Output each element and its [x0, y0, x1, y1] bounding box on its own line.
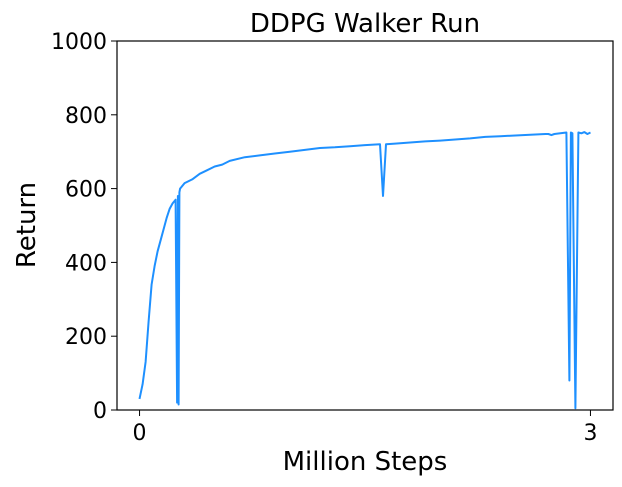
y-tick-label: 800	[65, 104, 107, 129]
series-layer	[138, 131, 591, 410]
y-tick-label: 600	[65, 178, 107, 203]
series-line	[138, 131, 591, 410]
chart-title: DDPG Walker Run	[250, 9, 480, 39]
y-tick-label: 200	[65, 325, 107, 350]
y-axis-label: Return	[12, 182, 42, 268]
y-tick-label: 0	[93, 399, 107, 424]
x-tick-label: 0	[133, 421, 147, 446]
y-axis-ticks: 0 200 400 600 800 1000	[51, 30, 117, 424]
plot-frame	[116, 40, 614, 411]
y-tick-label: 1000	[51, 30, 107, 55]
x-axis-label: Million Steps	[283, 447, 448, 477]
y-tick-label: 400	[65, 251, 107, 276]
x-tick-label: 3	[583, 421, 597, 446]
